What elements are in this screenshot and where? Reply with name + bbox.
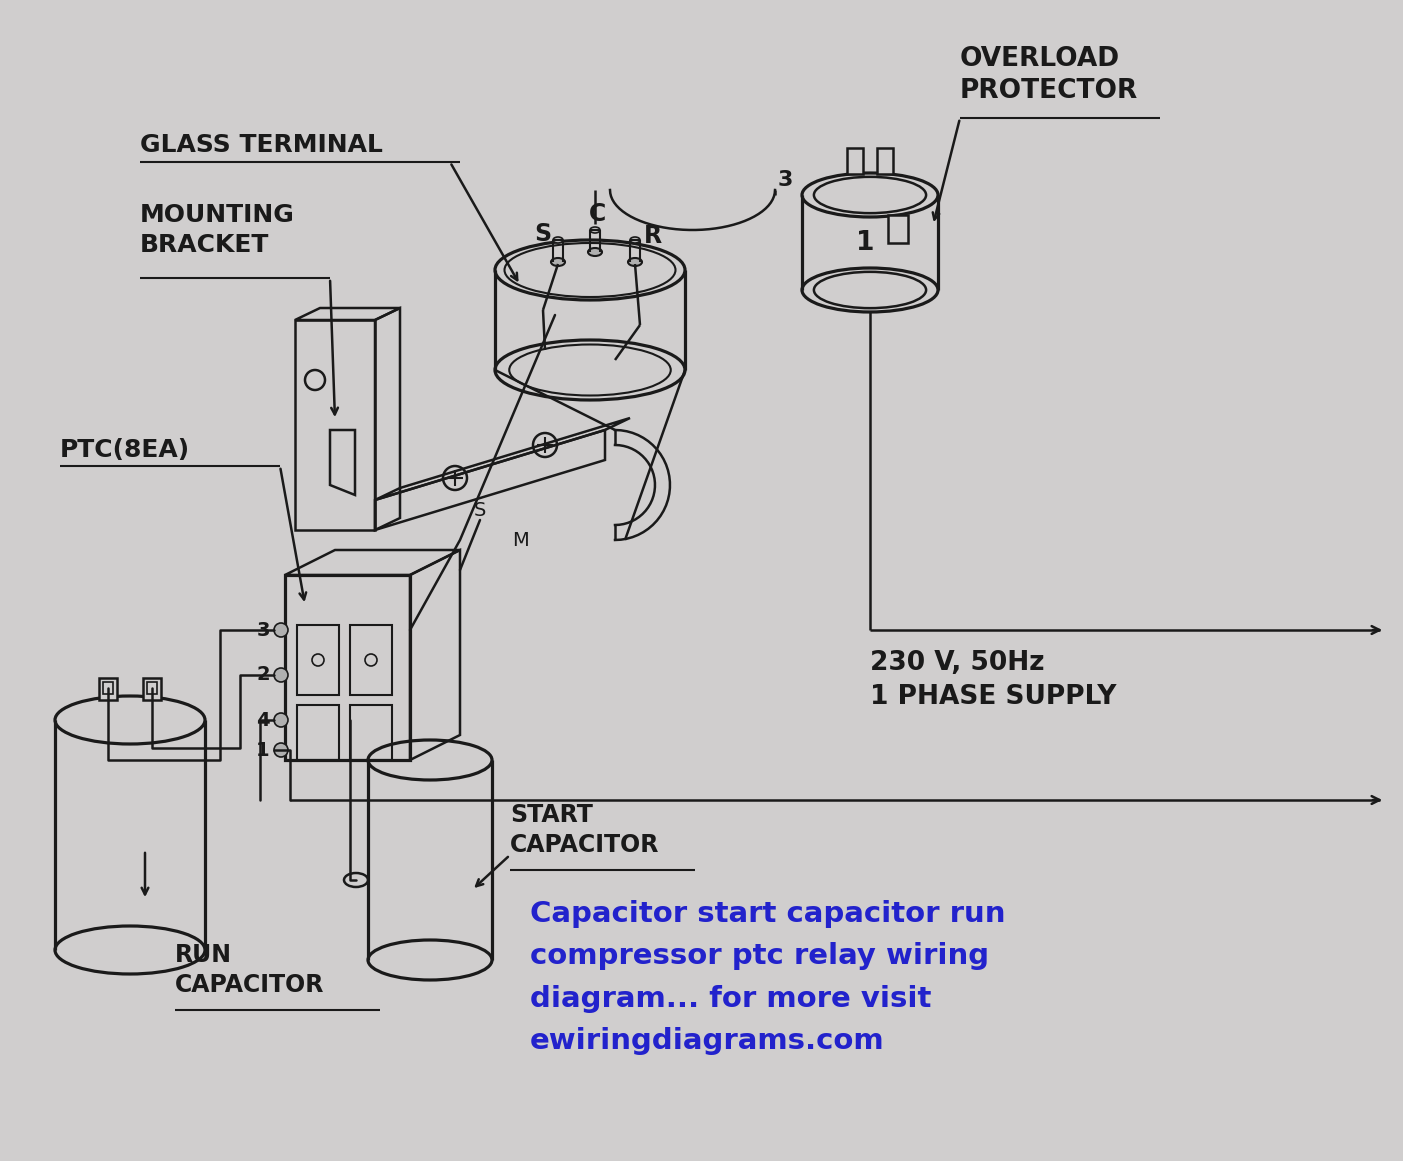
Bar xyxy=(143,678,161,700)
Bar xyxy=(102,682,114,694)
Circle shape xyxy=(274,713,288,727)
Circle shape xyxy=(274,743,288,757)
Bar xyxy=(888,215,908,243)
Bar xyxy=(847,147,863,174)
Text: S: S xyxy=(535,222,551,246)
Ellipse shape xyxy=(551,258,565,266)
Ellipse shape xyxy=(344,873,368,887)
Text: 1: 1 xyxy=(856,230,874,255)
Text: GLASS TERMINAL: GLASS TERMINAL xyxy=(140,134,383,157)
Ellipse shape xyxy=(591,228,600,233)
Ellipse shape xyxy=(629,258,643,266)
Bar xyxy=(349,705,391,760)
Bar xyxy=(877,147,892,174)
Text: PTC(8EA): PTC(8EA) xyxy=(60,438,191,462)
Text: M: M xyxy=(512,531,529,549)
Ellipse shape xyxy=(630,237,640,243)
Text: 2: 2 xyxy=(257,665,269,685)
Text: RUN
CAPACITOR: RUN CAPACITOR xyxy=(175,943,324,997)
Text: 3: 3 xyxy=(777,170,793,190)
Ellipse shape xyxy=(588,248,602,255)
Text: 4: 4 xyxy=(257,711,269,729)
Text: C: C xyxy=(588,202,606,226)
Text: OVERLOAD
PROTECTOR: OVERLOAD PROTECTOR xyxy=(960,46,1138,104)
Ellipse shape xyxy=(553,237,563,243)
Text: Capacitor start capacitor run
compressor ptc relay wiring
diagram... for more vi: Capacitor start capacitor run compressor… xyxy=(530,900,1006,1055)
Bar xyxy=(100,678,116,700)
Text: 1: 1 xyxy=(257,741,269,759)
Bar xyxy=(297,625,340,695)
Text: S: S xyxy=(474,500,487,519)
Bar xyxy=(147,682,157,694)
Circle shape xyxy=(274,623,288,637)
Bar xyxy=(297,705,340,760)
Text: START
CAPACITOR: START CAPACITOR xyxy=(511,803,659,857)
Bar xyxy=(349,625,391,695)
Text: R: R xyxy=(644,224,662,248)
Text: 3: 3 xyxy=(257,620,269,640)
Text: 230 V, 50Hz
1 PHASE SUPPLY: 230 V, 50Hz 1 PHASE SUPPLY xyxy=(870,650,1117,711)
Circle shape xyxy=(274,668,288,682)
Text: MOUNTING
BRACKET: MOUNTING BRACKET xyxy=(140,203,295,257)
